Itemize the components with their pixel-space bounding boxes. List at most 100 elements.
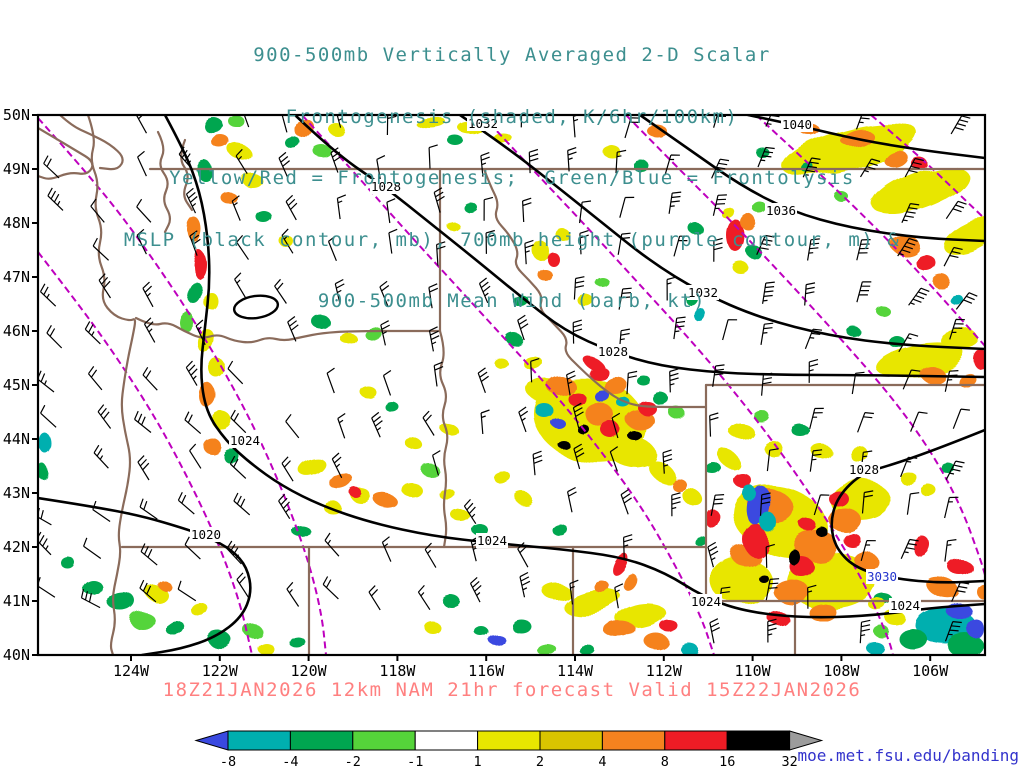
colorbar-segment [289, 730, 354, 751]
shaded-blob [338, 330, 354, 342]
mslp-label-bg [889, 598, 921, 613]
wind-barb [334, 278, 345, 305]
lat-tick-label: 47N [3, 268, 30, 286]
wind-barb [336, 115, 343, 128]
wind-barb [673, 316, 686, 340]
shaded-blob [517, 494, 533, 506]
lon-tick-label: 110W [735, 662, 772, 680]
wind-barb [142, 281, 154, 308]
state-border-id-mt [482, 167, 708, 409]
shaded-blob [706, 509, 720, 529]
state-border-bc-coast-1 [38, 126, 94, 180]
colorbar-tick-label: -2 [345, 754, 361, 768]
wind-barb [572, 402, 584, 429]
shaded-blob [212, 412, 232, 430]
wind-barb [470, 535, 482, 562]
shaded-field [38, 116, 985, 655]
shaded-blob [912, 536, 930, 556]
shaded-blob [462, 201, 476, 211]
colorbar-segment [601, 730, 666, 751]
shaded-blob [508, 335, 524, 347]
wind-barb [949, 318, 965, 340]
mslp-contour-1020 [38, 496, 252, 655]
shaded-blob [561, 588, 621, 614]
wind-barb [807, 238, 820, 261]
wind-barb [857, 412, 874, 433]
wind-barb [483, 196, 494, 221]
shaded-blob [923, 574, 959, 598]
mslp-label: 1020 [191, 527, 221, 542]
wind-barb [861, 490, 874, 514]
shaded-blob [872, 165, 968, 215]
wind-barb [707, 541, 719, 568]
colorbar-segment [227, 730, 291, 751]
wind-barb [38, 507, 52, 526]
lat-tick-label: 48N [3, 214, 30, 232]
wind-barb [274, 278, 287, 304]
wind-barb [98, 273, 112, 299]
wind-barb [424, 542, 437, 568]
shaded-blob [361, 387, 377, 399]
shaded-blob [773, 579, 809, 603]
wind-barb [856, 281, 872, 303]
wind-barb [671, 492, 681, 517]
lon-tick-label: 112W [646, 662, 683, 680]
wind-barb [92, 237, 110, 261]
wind-barb [322, 576, 339, 600]
wind-barb [178, 146, 194, 171]
shaded-blob [602, 423, 622, 439]
shaded-blob [864, 640, 882, 652]
shaded-blob [844, 534, 862, 548]
wind-barb [944, 496, 959, 519]
shaded-blob [611, 552, 627, 574]
shaded-blob [756, 572, 766, 580]
wind-barb [572, 319, 583, 344]
wind-barb [950, 115, 971, 135]
wind-barb [285, 194, 298, 221]
shaded-blob [157, 579, 169, 589]
mslp-label: 1028 [371, 179, 401, 194]
wind-barb [139, 498, 158, 520]
shaded-blob [932, 274, 950, 288]
wind-barb [428, 326, 440, 352]
shaded-blob [817, 528, 829, 538]
colorbar-tick-label: 16 [719, 754, 735, 768]
wind-barb [140, 543, 158, 566]
wind-barb [428, 283, 439, 309]
wind-barb [417, 584, 431, 611]
mslp-label-bg [229, 433, 261, 448]
wind-barb [897, 237, 918, 257]
shaded-blob [203, 438, 221, 454]
wind-barb [808, 359, 819, 383]
credit-link[interactable]: moe.met.fsu.edu/banding [797, 746, 1019, 765]
wind-barb [381, 536, 392, 562]
shaded-blob [513, 295, 529, 307]
state-border-or-id [438, 329, 449, 549]
wind-barb [711, 158, 730, 179]
shaded-blob [322, 500, 340, 512]
wind-barb [38, 370, 55, 393]
shaded-blob [581, 354, 603, 370]
colorbar: -8 -4 -2 -1 1 2 4 8 16 32 [194, 730, 824, 768]
wind-barb [184, 536, 201, 560]
wind-barb [902, 369, 921, 390]
mslp-label: 1032 [468, 116, 498, 131]
wind-barb [47, 187, 64, 211]
lat-tick-label: 40N [3, 646, 30, 664]
mslp-label-bg [687, 285, 719, 300]
shaded-blob [329, 472, 353, 490]
shaded-blob [607, 436, 657, 468]
lon-tick-label: 116W [468, 662, 505, 680]
shaded-blob [801, 520, 817, 532]
shaded-blob [197, 161, 213, 181]
shaded-blob [593, 580, 609, 592]
wind-barb [520, 115, 523, 128]
shaded-blob [311, 314, 329, 328]
shaded-blob [297, 457, 325, 475]
shaded-blob [567, 391, 585, 405]
shaded-blob [899, 629, 927, 649]
shaded-blob [549, 416, 563, 426]
colorbar-segment [477, 730, 541, 751]
wind-barb [757, 146, 775, 168]
